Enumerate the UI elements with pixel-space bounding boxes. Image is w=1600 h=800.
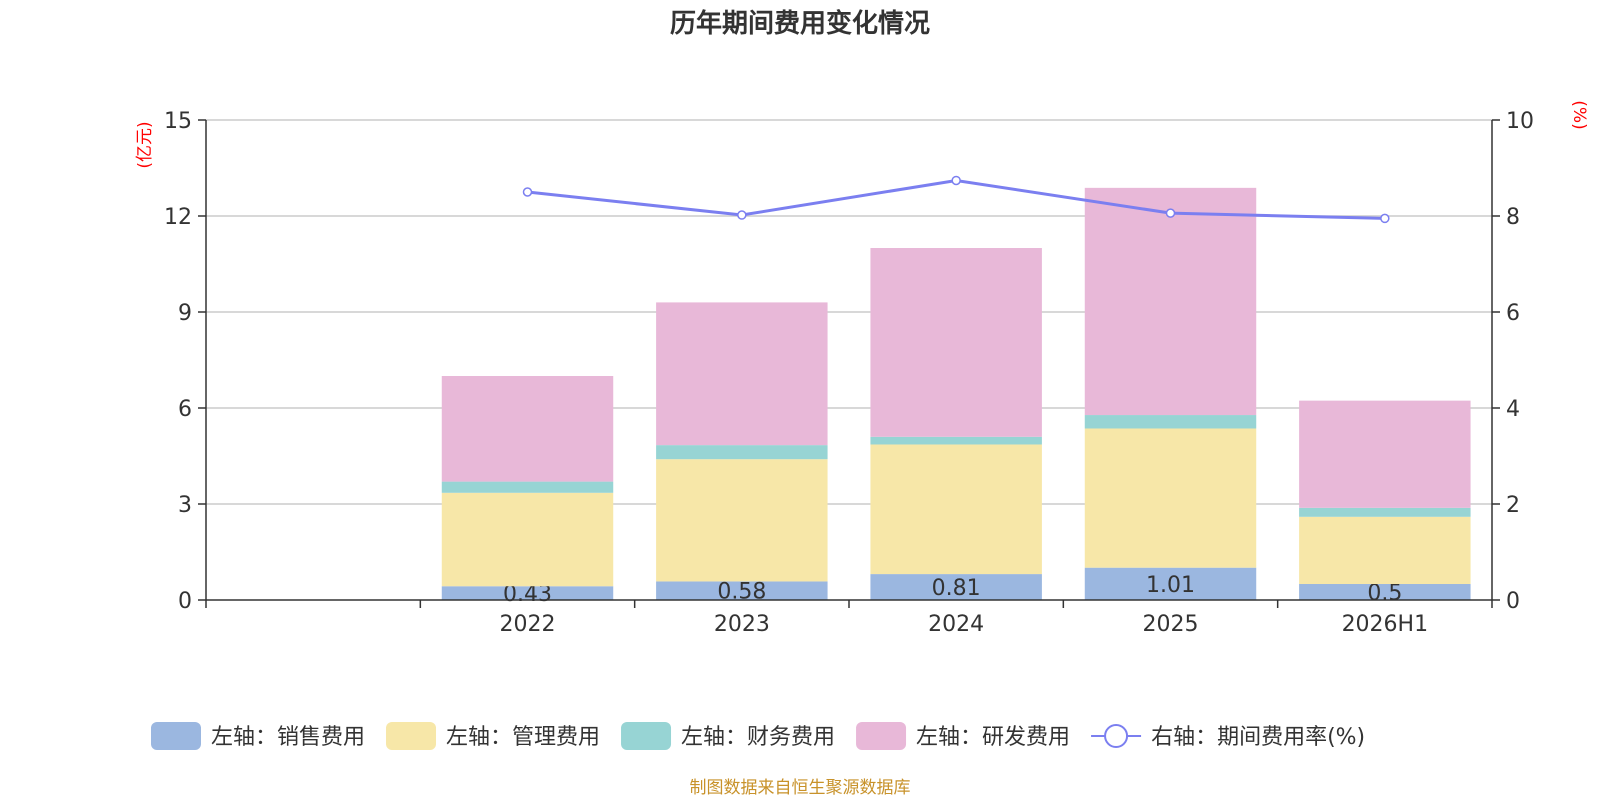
right-axis-unit: (%) (1569, 100, 1589, 129)
legend-swatch (151, 722, 201, 750)
left-axis-tick-label: 0 (178, 589, 192, 614)
bar-segment (870, 248, 1042, 437)
rate-point (1165, 208, 1176, 218)
bar-segment (441, 586, 614, 600)
x-axis-label: 2026H1 (1342, 612, 1429, 637)
legend-label: 左轴：研发费用 (916, 725, 1070, 750)
x-axis-label: 2023 (714, 612, 770, 637)
legend-swatch (386, 722, 437, 750)
bar-segment (656, 445, 828, 460)
bar-segment (1084, 428, 1257, 568)
bar-segment (1299, 584, 1471, 600)
left-axis-tick-label: 3 (178, 493, 192, 518)
x-axis-label: 2024 (928, 612, 984, 637)
right-axis-tick-label: 0 (1506, 589, 1520, 614)
rate-point (1380, 213, 1390, 224)
left-axis-tick-label: 12 (164, 205, 192, 230)
chart-title: 历年期间费用变化情况 (670, 8, 930, 39)
legend-swatch (621, 722, 672, 750)
bar-segment (870, 436, 1042, 445)
left-axis-tick-label: 6 (178, 397, 192, 422)
right-axis-tick-label: 10 (1506, 109, 1534, 134)
bar-segment (1084, 567, 1257, 600)
legend-label: 右轴：期间费用率(%) (1151, 725, 1365, 750)
right-axis-tick-label: 2 (1506, 493, 1520, 518)
bar-value-label: 0.43 (503, 582, 552, 607)
rate-line (522, 175, 1390, 224)
bar-segment (1084, 187, 1257, 416)
right-axis-tick-label: 6 (1506, 301, 1520, 326)
bar-segment (1299, 507, 1471, 517)
axes: 0 3 6 9 12 15 0 2 4 6 8 10 2022 2023 2024 2025 2026H1 (164, 109, 1534, 637)
bar-segment (656, 581, 828, 600)
bar-segment (870, 444, 1042, 575)
left-axis-tick-label: 9 (178, 301, 192, 326)
right-axis-tick-label: 4 (1506, 397, 1520, 422)
x-axis-label: 2025 (1143, 612, 1199, 637)
legend: 左轴：销售费用 左轴：管理费用 左轴：财务费用 左轴：研发费用 右轴：期间费用率(%) (151, 722, 1365, 750)
source-note: 制图数据来自恒生聚源数据库 (690, 778, 911, 798)
legend-label: 左轴：财务费用 (681, 725, 835, 750)
rate-point (737, 210, 747, 220)
bar-segment (441, 492, 614, 587)
x-axis-label: 2022 (500, 612, 556, 637)
right-axis-tick-label: 8 (1506, 205, 1520, 230)
legend-swatch (856, 722, 907, 750)
bars: 0.43 0.58 0.81 1.01 0.5 (441, 187, 1471, 607)
bar-segment (441, 481, 614, 493)
bar-value-label: 0.58 (717, 580, 766, 605)
bar-value-label: 0.5 (1367, 581, 1402, 606)
legend-line-marker (1104, 724, 1129, 748)
bar-segment (1299, 400, 1471, 508)
legend-label: 左轴：管理费用 (446, 725, 600, 750)
bar-segment (1299, 516, 1471, 584)
bar-segment (870, 574, 1042, 600)
bar-segment (1084, 415, 1257, 429)
bar-segment (656, 302, 828, 446)
bar-value-label: 0.81 (932, 576, 981, 601)
bar-segment (441, 376, 614, 482)
left-axis-unit: (亿元) (135, 121, 155, 168)
bar-segment (656, 459, 828, 582)
rate-point (522, 187, 533, 197)
bar-value-label: 1.01 (1146, 573, 1195, 598)
left-axis-tick-label: 15 (164, 109, 192, 134)
legend-label: 左轴：销售费用 (211, 725, 365, 750)
rate-point (951, 175, 961, 186)
